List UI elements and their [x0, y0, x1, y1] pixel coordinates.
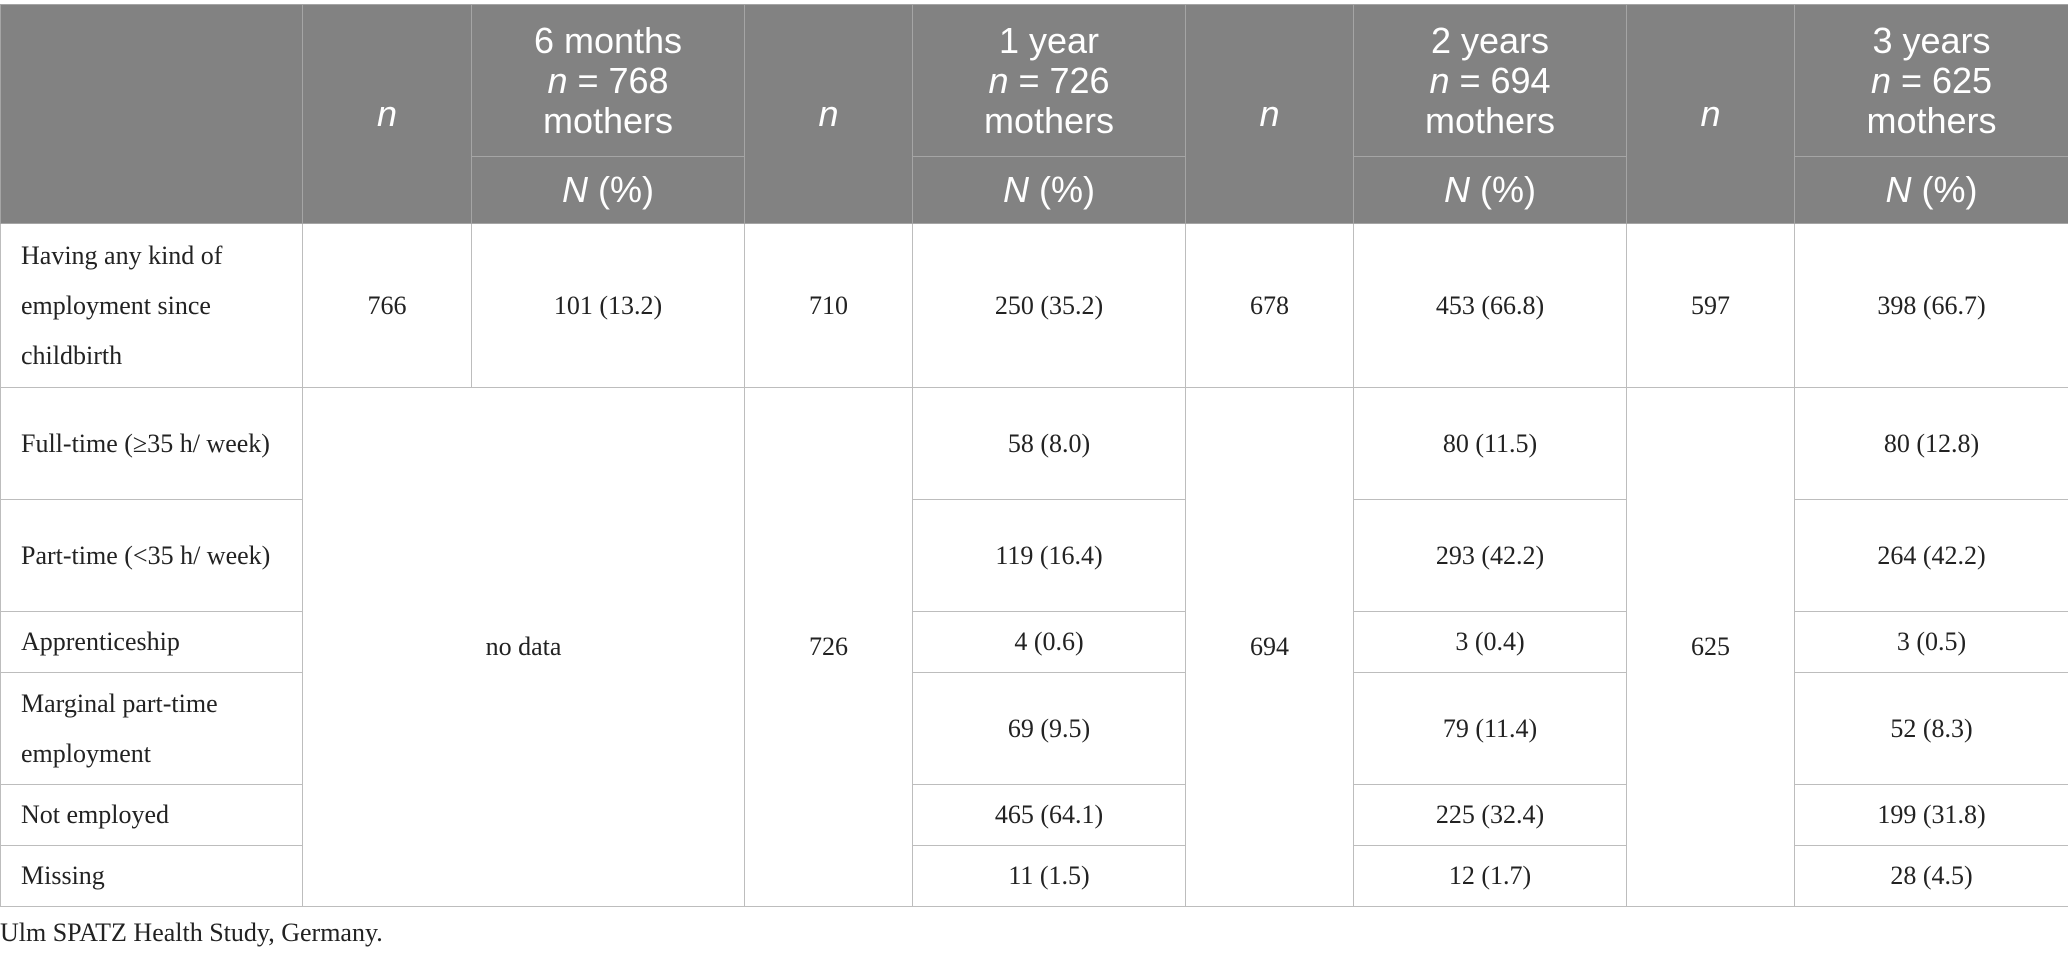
- employment-table: n 6 months n = 768 mothers n 1 year n = …: [0, 4, 2068, 907]
- cell-n-3y-span: 625: [1626, 387, 1795, 907]
- header-2-years-title: 2 years: [1430, 19, 1550, 61]
- table-row: Marginal part-time employment 69 (9.5) 7…: [0, 672, 2068, 785]
- pct-n-symbol: N: [562, 169, 588, 210]
- header-n-6m: n: [302, 4, 472, 224]
- cell-value-2y: 453 (66.8): [1353, 223, 1627, 388]
- header-3-years-n-symbol: n: [1870, 59, 1891, 101]
- header-pct-6m: N (%): [471, 156, 745, 224]
- header-pct-3y: N (%): [1794, 156, 2068, 224]
- cell-value-3y: 28 (4.5): [1794, 845, 2068, 907]
- row-label: Not employed: [0, 784, 303, 846]
- header-pct-2y: N (%): [1353, 156, 1627, 224]
- cell-value-1y: 119 (16.4): [912, 499, 1186, 612]
- cell-value-2y: 79 (11.4): [1353, 672, 1627, 785]
- header-2-years-suffix: mothers: [1424, 99, 1556, 141]
- cell-value-3y: 199 (31.8): [1794, 784, 2068, 846]
- cell-value-1y: 11 (1.5): [912, 845, 1186, 907]
- table-row: Full-time (≥35 h/ week) no data 726 58 (…: [0, 387, 2068, 907]
- header-2-years-n-value: = 694: [1449, 59, 1551, 101]
- cell-value-6m: 101 (13.2): [471, 223, 745, 388]
- header-1-year-suffix: mothers: [983, 99, 1115, 141]
- cell-value-2y: 12 (1.7): [1353, 845, 1627, 907]
- cell-value-3y: 52 (8.3): [1794, 672, 2068, 785]
- cell-value-3y: 264 (42.2): [1794, 499, 2068, 612]
- header-n-3y: n: [1626, 4, 1795, 224]
- cell-n-1y: 710: [744, 223, 913, 388]
- table-footnote: Ulm SPATZ Health Study, Germany.: [0, 918, 383, 947]
- header-3-years-title: 3 years: [1872, 19, 1991, 61]
- cell-value-3y: 398 (66.7): [1794, 223, 2068, 388]
- cell-value-1y: 4 (0.6): [912, 611, 1186, 673]
- table-row: Not employed 465 (64.1) 225 (32.4) 199 (…: [0, 784, 2068, 846]
- header-n-1y: n: [744, 4, 913, 224]
- table-row: Having any kind of employment since chil…: [0, 223, 2068, 388]
- table-row: Missing 11 (1.5) 12 (1.7) 28 (4.5): [0, 845, 2068, 907]
- cell-value-1y: 58 (8.0): [912, 387, 1186, 500]
- pct-n-symbol: N: [1003, 169, 1029, 210]
- header-1-year: 1 year n = 726 mothers: [912, 4, 1186, 157]
- row-label: Marginal part-time employment: [0, 672, 303, 785]
- cell-value-2y: 80 (11.5): [1353, 387, 1627, 500]
- cell-value-2y: 225 (32.4): [1353, 784, 1627, 846]
- row-label: Missing: [0, 845, 303, 907]
- cell-value-3y: 3 (0.5): [1794, 611, 2068, 673]
- cell-value-2y: 3 (0.4): [1353, 611, 1627, 673]
- pct-suffix: (%): [588, 169, 654, 210]
- pct-suffix: (%): [1029, 169, 1095, 210]
- header-6-months-n-symbol: n: [547, 59, 568, 101]
- header-1-year-n-value: = 726: [1008, 59, 1110, 101]
- header-empty-cell: [0, 4, 303, 224]
- cell-value-1y: 250 (35.2): [912, 223, 1186, 388]
- row-label: Apprenticeship: [0, 611, 303, 673]
- cell-n-1y-span: 726: [744, 387, 913, 907]
- pct-suffix: (%): [1470, 169, 1536, 210]
- cell-n-2y: 678: [1185, 223, 1354, 388]
- row-label: Part-time (<35 h/ week): [0, 499, 303, 612]
- header-6-months-n-value: = 768: [567, 59, 669, 101]
- no-data-cell: no data: [302, 387, 745, 907]
- header-n-2y: n: [1185, 4, 1354, 224]
- header-6-months: 6 months n = 768 mothers: [471, 4, 745, 157]
- header-1-year-n-symbol: n: [988, 59, 1009, 101]
- header-6-months-suffix: mothers: [542, 99, 674, 141]
- cell-value-1y: 465 (64.1): [912, 784, 1186, 846]
- pct-suffix: (%): [1911, 169, 1978, 210]
- cell-value-3y: 80 (12.8): [1794, 387, 2068, 500]
- header-3-years: 3 years n = 625 mothers: [1794, 4, 2068, 157]
- header-1-year-title: 1 year: [998, 19, 1100, 61]
- header-2-years-n-symbol: n: [1429, 59, 1450, 101]
- cell-n-6m: 766: [302, 223, 472, 388]
- cell-n-2y-span: 694: [1185, 387, 1354, 907]
- header-2-years: 2 years n = 694 mothers: [1353, 4, 1627, 157]
- header-6-months-title: 6 months: [533, 19, 683, 61]
- header-pct-1y: N (%): [912, 156, 1186, 224]
- header-3-years-suffix: mothers: [1866, 99, 1997, 141]
- row-label: Having any kind of employment since chil…: [0, 223, 303, 388]
- cell-n-3y: 597: [1626, 223, 1795, 388]
- cell-value-1y: 69 (9.5): [912, 672, 1186, 785]
- cell-value-2y: 293 (42.2): [1353, 499, 1627, 612]
- row-label: Full-time (≥35 h/ week): [0, 387, 303, 500]
- pct-n-symbol: N: [1885, 169, 1912, 210]
- header-3-years-n-value: = 625: [1890, 59, 1993, 101]
- pct-n-symbol: N: [1444, 169, 1470, 210]
